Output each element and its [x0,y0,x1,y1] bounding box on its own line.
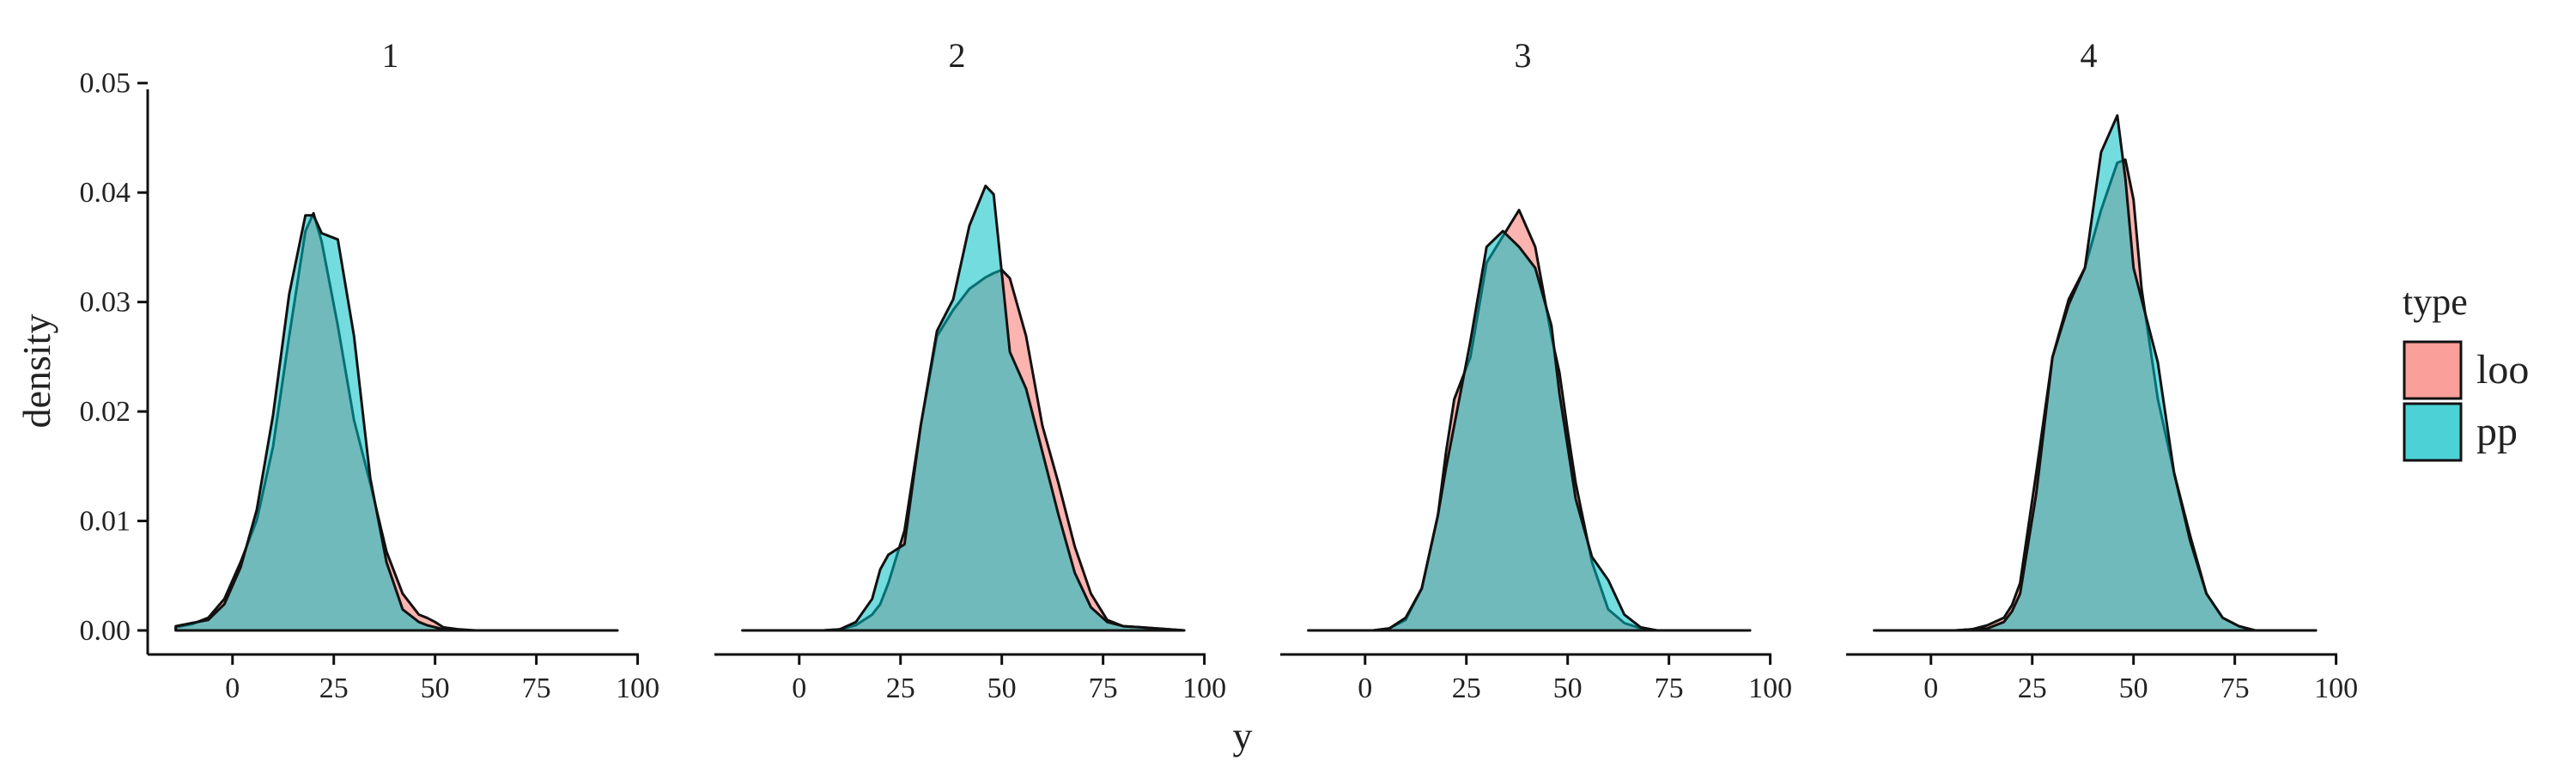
x-tick-label: 25 [886,673,915,704]
x-tick-label: 75 [1089,673,1118,704]
y-tick-label: 0.01 [80,506,131,538]
density-area-panel-4-pp [1873,114,2318,632]
panel-label-4: 4 [2081,36,2098,75]
y-tick-label: 0.02 [80,396,131,428]
legend-title: type [2403,281,2468,323]
x-tick-label: 25 [1452,673,1481,704]
x-tick-label: 75 [2221,673,2250,704]
x-tick-label: 100 [1748,673,1792,704]
x-tick-label: 50 [987,673,1017,704]
x-tick-label: 50 [1553,673,1583,704]
x-tick-label: 75 [1655,673,1684,704]
legend-label-loo: loo [2476,347,2529,393]
y-axis-title: density [15,314,58,429]
x-tick-label: 50 [2119,673,2148,704]
x-tick-label: 100 [616,673,659,704]
y-tick-label: 0.05 [80,68,131,100]
density-area-panel-2-pp [741,184,1186,632]
x-tick-label: 25 [319,673,349,704]
panel-label-1: 1 [382,36,399,75]
x-tick-label: 0 [792,673,806,704]
density-area-panel-3-pp [1307,229,1752,632]
y-tick-label: 0.04 [80,177,131,209]
x-tick-label: 0 [225,673,240,704]
x-axis-title: y [1233,714,1253,758]
panel-label-2: 2 [949,36,966,75]
x-tick-label: 100 [1182,673,1226,704]
legend-swatch-pp [2403,402,2463,462]
y-tick-label: 0.03 [80,287,131,319]
x-tick-label: 25 [2018,673,2047,704]
legend-label-pp: pp [2476,409,2518,454]
x-tick-label: 50 [421,673,450,704]
x-tick-label: 75 [522,673,551,704]
x-tick-label: 0 [1358,673,1372,704]
y-tick-label: 0.00 [80,615,131,647]
legend-swatch-loo [2403,340,2463,400]
x-tick-label: 100 [2314,673,2358,704]
x-tick-label: 0 [1923,673,1938,704]
density-area-panel-1-pp [174,214,619,632]
panel-label-3: 3 [1515,36,1532,75]
